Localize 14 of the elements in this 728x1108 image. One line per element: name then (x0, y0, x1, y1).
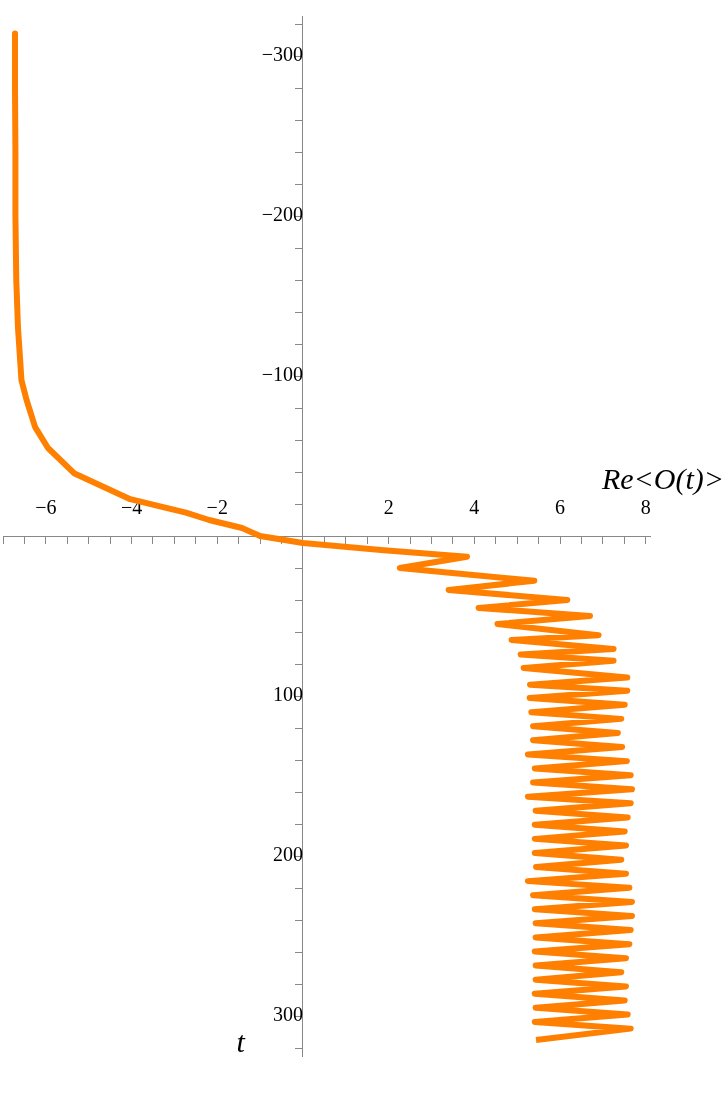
y-tick-label: 100 (272, 683, 303, 706)
y-axis-title: t (236, 1024, 246, 1058)
y-tick-label: −200 (261, 203, 303, 226)
x-tick-label: 8 (640, 496, 651, 519)
x-tick-label: 4 (469, 496, 480, 519)
y-tick-label: −300 (261, 43, 303, 66)
x-tick-label: −6 (35, 496, 57, 519)
x-tick-label: −2 (206, 496, 228, 519)
x-tick-label: 6 (555, 496, 566, 519)
y-tick-label: −100 (261, 363, 303, 386)
x-axis-title: Re<O(t)> (600, 461, 724, 496)
y-tick-label: 300 (272, 1003, 303, 1026)
x-tick-label: 2 (383, 496, 394, 519)
y-tick-label: 200 (272, 843, 303, 866)
